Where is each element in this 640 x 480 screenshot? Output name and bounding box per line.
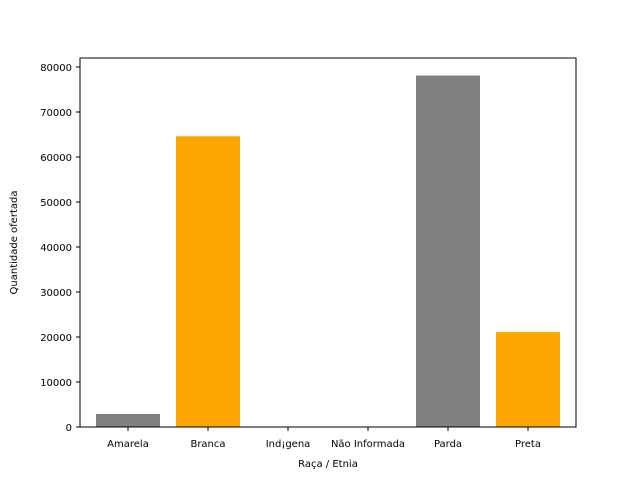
bars-group <box>96 75 560 428</box>
x-tick-label: Parda <box>434 439 462 450</box>
y-tick-label: 70000 <box>40 108 72 119</box>
y-tick-label: 30000 <box>40 288 72 299</box>
y-tick-label: 80000 <box>40 63 72 74</box>
y-tick-label: 60000 <box>40 153 72 164</box>
bar-5 <box>496 332 560 427</box>
y-tick-label: 20000 <box>40 333 72 344</box>
x-tick-label: Preta <box>515 439 541 450</box>
x-axis-ticks: Amarela Branca Ind¡gena Não Informada Parda P… <box>107 427 541 450</box>
y-tick-label: 40000 <box>40 243 72 254</box>
x-tick-label: Ind¡gena <box>266 439 311 450</box>
y-tick-label: 10000 <box>40 378 72 389</box>
bar-1 <box>176 136 240 428</box>
bar-4 <box>416 75 480 428</box>
plot-frame <box>79 57 577 428</box>
x-tick-label: Não Informada <box>331 439 405 450</box>
y-tick-label: 0 <box>66 423 72 434</box>
y-tick-label: 50000 <box>40 198 72 209</box>
bar-0 <box>96 413 160 427</box>
y-axis-ticks: 0 10000 20000 30000 40000 50000 60000 70000 8000… <box>40 63 80 434</box>
x-tick-label: Amarela <box>107 439 149 450</box>
x-axis-label: Raça / Etnia <box>298 459 358 470</box>
y-axis-label: Quantidade ofertada <box>9 191 20 295</box>
x-tick-label: Branca <box>190 439 225 450</box>
